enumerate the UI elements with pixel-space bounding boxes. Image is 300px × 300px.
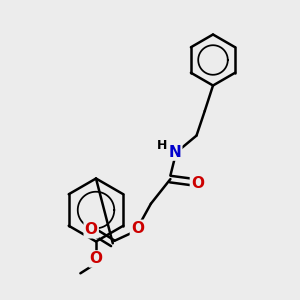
Text: O: O: [89, 251, 103, 266]
Text: N: N: [169, 145, 181, 160]
Text: O: O: [131, 221, 144, 236]
Text: O: O: [191, 176, 204, 191]
Text: O: O: [85, 222, 98, 237]
Text: H: H: [157, 139, 167, 152]
